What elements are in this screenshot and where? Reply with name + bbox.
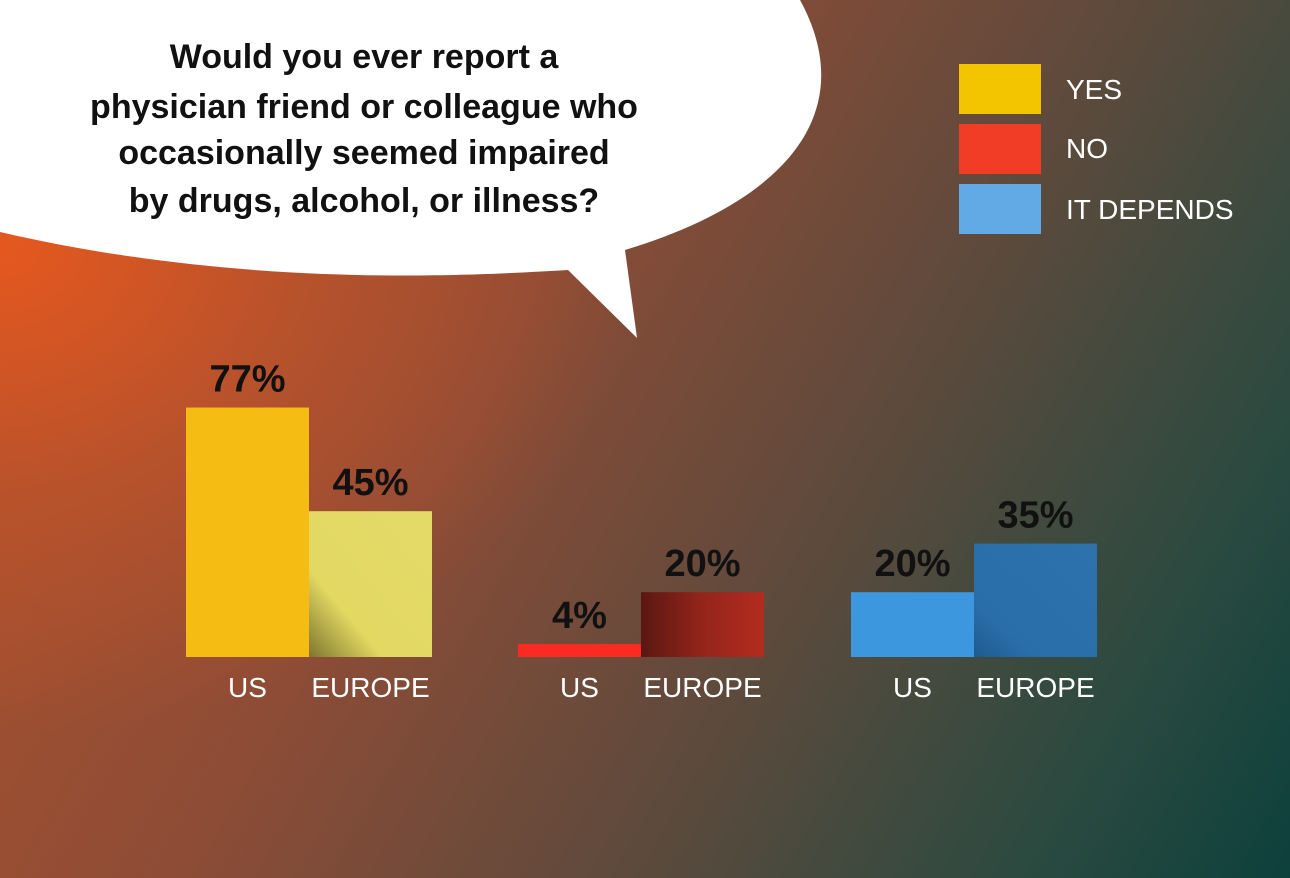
legend-swatch-yes (959, 64, 1041, 114)
bar-yes-us (186, 407, 309, 657)
category-label-no-us: US (560, 672, 599, 703)
bar-yes-europe (309, 511, 432, 657)
question-line-3: occasionally seemed impaired (118, 134, 609, 172)
value-label-it-depends-us: 20% (874, 543, 950, 585)
question-line-4: by drugs, alcohol, or illness? (129, 182, 599, 220)
category-label-it-depends-europe: EUROPE (976, 672, 1094, 703)
speech-bubble: Would you ever report a physician friend… (0, 0, 822, 338)
legend-swatch-no (959, 124, 1041, 174)
value-label-yes-europe: 45% (332, 462, 408, 504)
bar-it-depends-europe (974, 543, 1097, 657)
legend-label-no: NO (1066, 133, 1108, 164)
category-label-no-europe: EUROPE (643, 672, 761, 703)
value-label-yes-us: 77% (209, 359, 285, 401)
value-label-no-europe: 20% (664, 543, 740, 585)
question-line-2: physician friend or colleague who (90, 88, 638, 126)
bar-group-it-depends: 20% US 35% EUROPE (851, 495, 1097, 703)
bar-no-europe (641, 592, 764, 657)
legend-label-yes: YES (1066, 74, 1122, 105)
value-label-no-us: 4% (552, 595, 607, 637)
category-label-it-depends-us: US (893, 672, 932, 703)
bar-group-no: 4% US 20% EUROPE (518, 543, 764, 703)
bar-it-depends-us (851, 592, 974, 657)
legend-swatch-it-depends (959, 184, 1041, 234)
value-label-it-depends-europe: 35% (997, 495, 1073, 537)
category-label-yes-us: US (228, 672, 267, 703)
question-line-1: Would you ever report a (170, 38, 560, 76)
legend-label-it-depends: IT DEPENDS (1066, 194, 1234, 225)
bar-no-us (518, 644, 641, 657)
category-label-yes-europe: EUROPE (311, 672, 429, 703)
legend: YES NO IT DEPENDS (959, 64, 1234, 234)
bar-group-yes: 77% US 45% EUROPE (186, 359, 432, 703)
speech-bubble-shape (0, 0, 822, 338)
bar-groups: 77% US 45% EUROPE 4% US 20% EUROPE 20% US 35% EUROP… (186, 359, 1097, 703)
